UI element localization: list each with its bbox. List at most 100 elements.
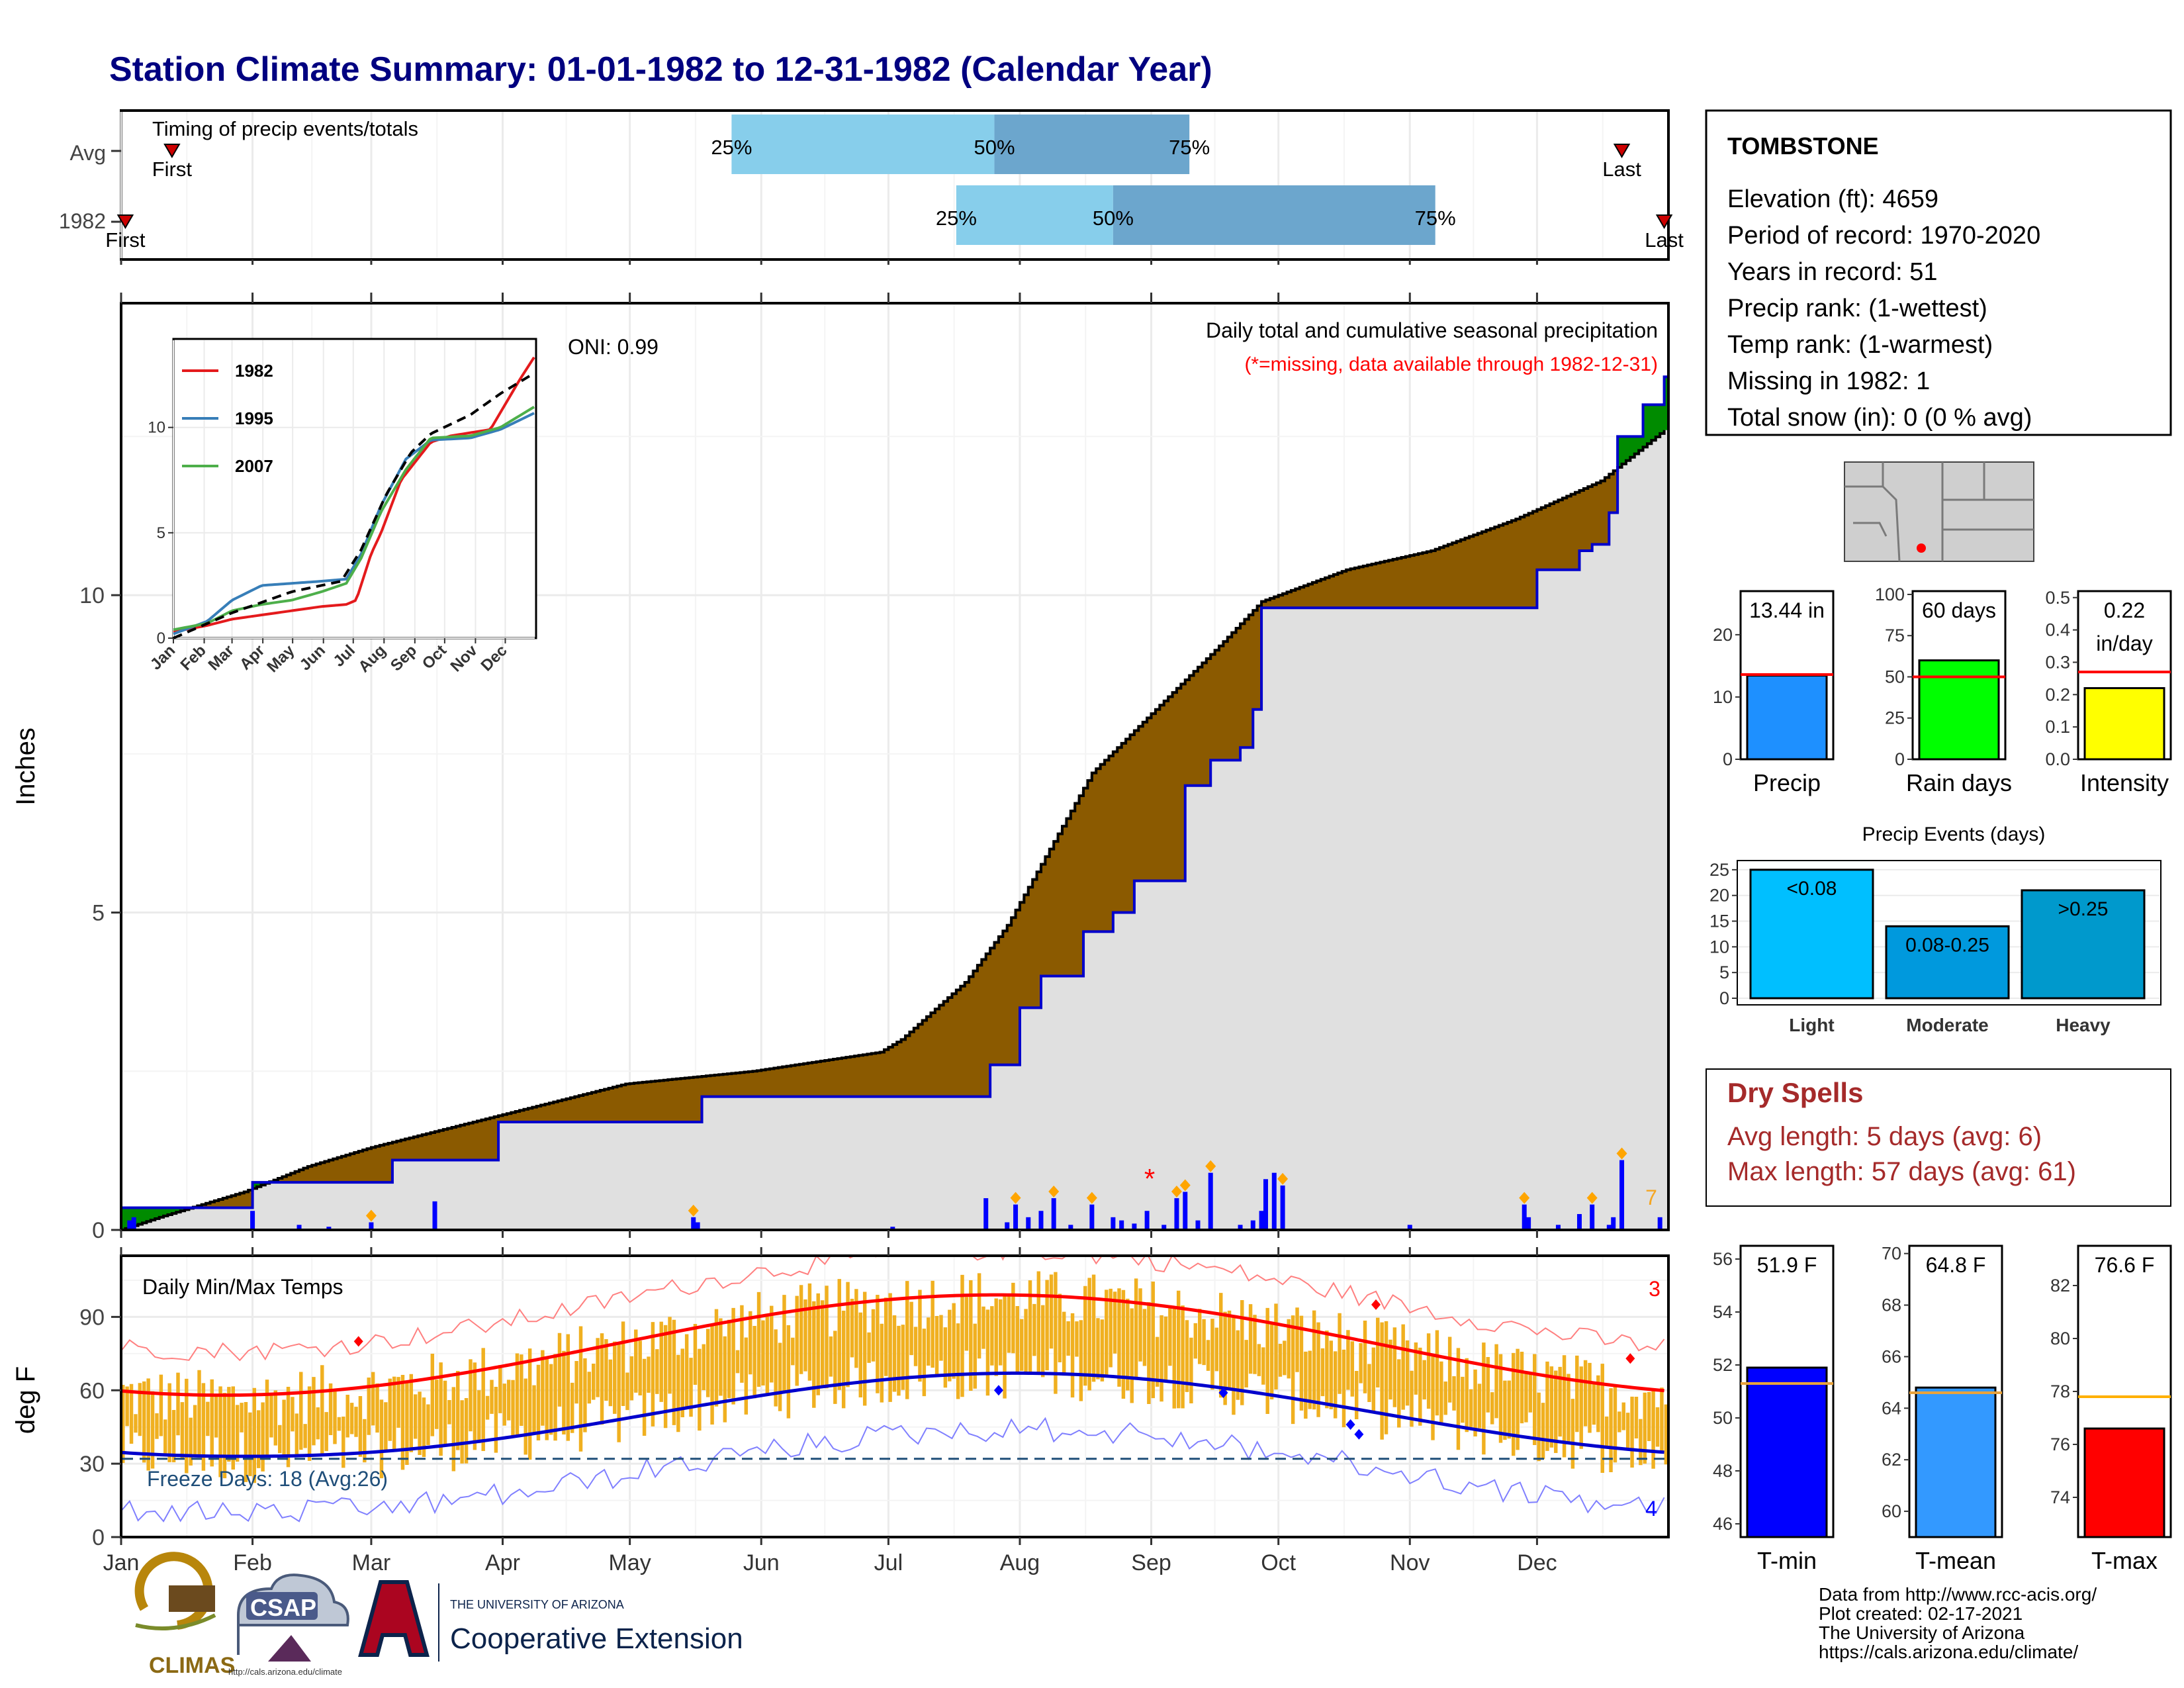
daily-precip-bar-9 [890,1227,895,1230]
mini-tmin-ytick-label-3: 52 [1713,1355,1733,1375]
timing-q50-q75-bar-0 [994,115,1190,174]
csap-url: http://cals.arizona.edu/climate [228,1667,342,1677]
daily-precip-bar-37 [1576,1214,1582,1230]
oni-label: ONI: 0.99 [568,335,659,359]
mini-raindays-ytick-label-2: 50 [1885,667,1905,686]
month-label-aug: Aug [1000,1550,1040,1575]
dry-spells-title: Dry Spells [1727,1077,1863,1108]
mini-precip-xlabel: Precip [1753,769,1821,796]
mini-raindays-xlabel: Rain days [1906,769,2012,796]
daily-precip-bar-24 [1183,1192,1188,1230]
mini-tmin-ytick-label-4: 54 [1713,1302,1733,1322]
events-bar-moderate [1885,925,2010,1000]
month-label-jan: Jan [103,1550,140,1575]
hot-day-marker-icon-1 [1371,1299,1381,1310]
inset-line-1995 [173,412,535,635]
climas-logo: CLIMAS [134,1552,235,1678]
timing-q75_label-1: 75% [1415,207,1456,230]
heavy-event-marker-icon-32 [1277,1172,1289,1185]
month-label-nov: Nov [1390,1550,1430,1575]
month-label-sep: Sep [1131,1550,1171,1575]
daily-precip-bar-0 [127,1220,132,1230]
csap-wordmark: CSAP [250,1594,316,1621]
month-label-jul: Jul [874,1550,903,1575]
timing-q50-q75-bar-1 [1113,185,1435,245]
month-label-jun: Jun [743,1550,780,1575]
mini-tmax-ytick-label-0: 74 [2050,1487,2070,1507]
daily-precip-bar-22 [1161,1225,1167,1230]
mini-precip-ytick-label-0: 0 [1723,749,1733,769]
timing-panel: Timing of precip events/totals Avg 1982 … [59,109,1684,265]
mini-tmax-ytick-label-4: 82 [2050,1276,2070,1295]
precip-panel: 0 5 10 Inches Daily total and cumulative s… [11,293,1670,1243]
temp-frame [120,1254,1670,1538]
ua-logo: THE UNIVERSITY OF ARIZONA Cooperative Ex… [358,1580,743,1662]
precip-count-label: 7 [1645,1186,1657,1209]
precip-ytick-label-0: 0 [92,1218,105,1243]
daily-precip-bar-27 [1238,1225,1243,1230]
mini-tmin-value-bar [1746,1366,1828,1538]
csap-mountain-icon [268,1635,311,1662]
mini-tmin-xlabel: T-min [1757,1547,1817,1574]
heavy-event-marker-icon-24 [1179,1179,1191,1192]
mini-tmean-ytick-label-4: 68 [1882,1295,1901,1315]
daily-precip-bar-10 [983,1198,989,1230]
cold-days-count: 4 [1645,1497,1657,1521]
daily-precip-bar-39 [1606,1225,1612,1230]
mini-tmean-chart: 60 62 64 66 68 70 64.8 F T-mean [1882,1244,2003,1574]
heavy-event-marker-icon-26 [1205,1160,1216,1172]
daily-precip-bar-23 [1174,1198,1179,1230]
mini-tmean-value-bar [1915,1386,1997,1538]
mini-tmean-ytick-label-2: 64 [1882,1398,1901,1418]
timing-q25_label-1: 25% [936,207,977,230]
events-category-light: Light [1789,1015,1834,1035]
month-label-apr: Apr [485,1550,520,1575]
inset-grid [173,340,535,639]
daily-precip-bar-20 [1132,1223,1137,1230]
timing-first-label-1: First [105,228,146,252]
events-ytick-label-5: 25 [1709,860,1729,880]
cold-day-marker-icon-0 [993,1385,1003,1396]
inset-line-1982 [173,356,535,633]
inset-lines [173,356,535,639]
station-line-4: Temp rank: (1-warmest) [1727,331,1993,359]
events-bar-label-moderate: 0.08-0.25 [1905,934,1989,956]
daily-precip-bar-36 [1555,1225,1561,1230]
mini-raindays-ytick-label-4: 100 [1875,585,1905,604]
daily-precip-bar-15 [1051,1198,1056,1230]
timing-q75_label-0: 75% [1169,136,1210,159]
events-bar-light [1749,868,1874,1000]
daily-precip-bar-17 [1089,1204,1095,1230]
station-line-2: Years in record: 51 [1727,258,1938,286]
temp-panel-title: Daily Min/Max Temps [142,1275,343,1299]
timing-first-marker-icon-0 [163,144,181,158]
daily-precip-bar-40 [1611,1217,1616,1230]
daily-precip-bar-33 [1407,1225,1412,1230]
heavy-event-marker-icon-38 [1586,1192,1598,1204]
mini-intensity-ytick-label-2: 0.2 [2045,684,2070,704]
timing-q25-q50-bar-1 [956,185,1113,245]
daily-precip-bar-32 [1280,1185,1285,1230]
events-ytick-label-4: 20 [1709,886,1729,906]
mini-tmin-value-label-0: 51.9 F [1757,1253,1817,1277]
record-low-line [121,1417,1665,1523]
daily-precip-bar-18 [1111,1217,1116,1230]
cold-day-marker-icon-2 [1345,1419,1355,1430]
mini-tmean-ytick-label-3: 66 [1882,1346,1901,1366]
temp-axis-ticks: 0 30 60 90 [79,1247,1538,1550]
daily-precip-bar-30 [1263,1179,1268,1230]
daily-precip-bar-5 [369,1222,374,1230]
heavy-event-marker-icon-34 [1519,1192,1530,1204]
mini-tmean-ytick-label-1: 62 [1882,1450,1901,1470]
mini-intensity-ytick-label-4: 0.4 [2045,620,2070,640]
daily-precip-bar-13 [1026,1217,1031,1230]
daily-precip-bar-12 [1013,1204,1019,1230]
daily-precip-bar-35 [1526,1217,1531,1230]
dry-spells-max: Max length: 57 days (avg: 61) [1727,1157,2076,1186]
daily-precip-bar-4 [326,1227,332,1230]
events-body: 0 5 10 15 20 25 <0.08 Light 0.08-0.25 Moderate >0.… [1709,860,2160,1035]
map-frame [1844,461,2034,562]
mini-tmax-chart: 74 76 78 80 82 76.6 F T-max [2050,1244,2172,1574]
timing-last-marker-icon-0 [1613,144,1631,158]
mini-tmax-ytick-label-3: 80 [2050,1329,2070,1348]
